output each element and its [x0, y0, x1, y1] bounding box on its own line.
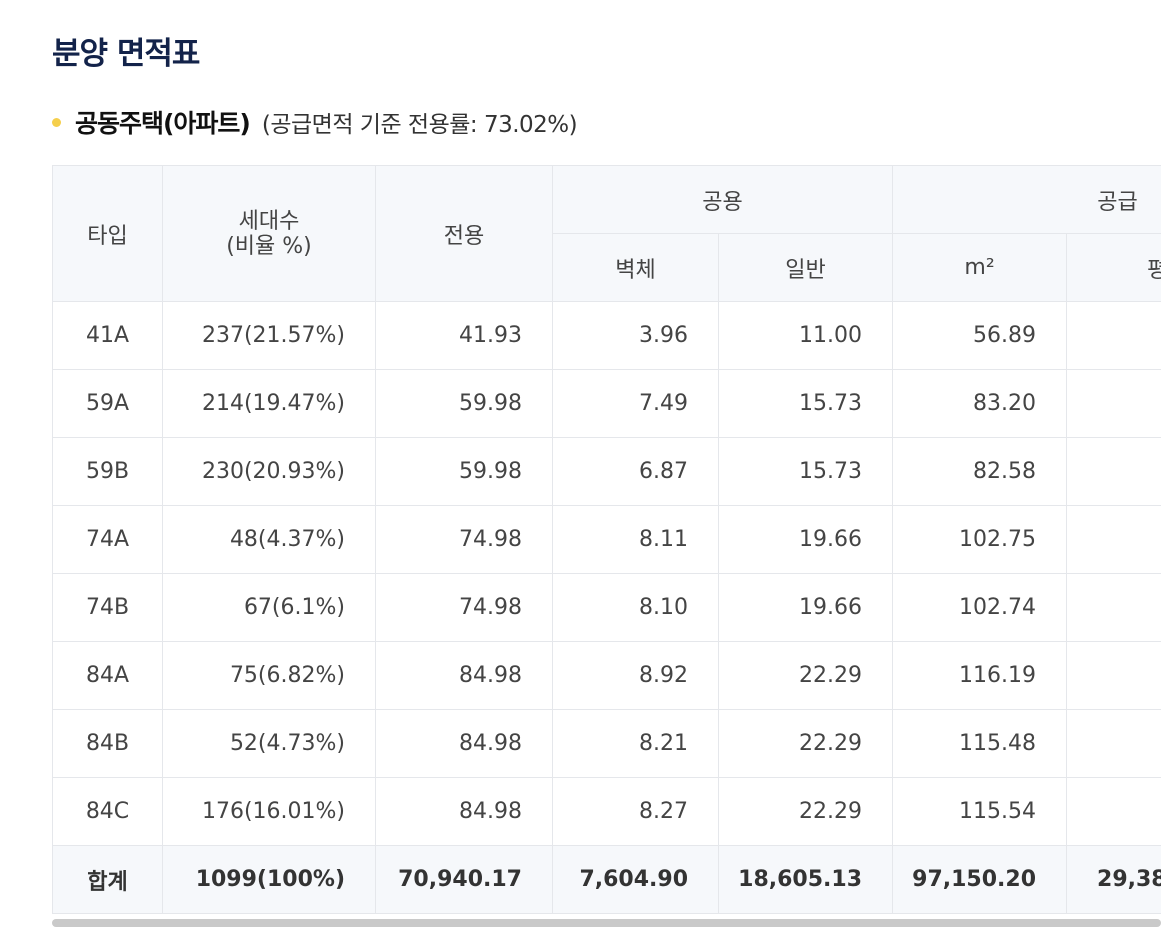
cell-supply-m2: 82.58	[892, 437, 1068, 506]
cell-households: 237(21.57%)	[162, 301, 376, 370]
header-common: 공용	[551, 165, 894, 234]
table-row: 84A 75(6.82%) 84.98 8.92 22.29 116.19	[52, 641, 1161, 710]
cell-supply-pyeong	[1066, 641, 1161, 710]
bullet-dot-icon	[52, 117, 61, 127]
area-table-container[interactable]: 타입 세대수 (비율 %) 전용 공용 공급 벽체 일반 m² 평	[52, 165, 1161, 927]
table-total-row: 합계 1099(100%) 70,940.17 7,604.90 18,605.…	[52, 845, 1161, 914]
cell-wall: 7.49	[552, 369, 719, 438]
cell-general: 22.29	[717, 777, 894, 846]
cell-general: 15.73	[717, 369, 894, 438]
header-exclusive: 전용	[375, 165, 553, 302]
section-subtitle: 공동주택(아파트) (공급면적 기준 전용률: 73.02%)	[52, 104, 578, 140]
total-general: 18,605.13	[717, 845, 894, 914]
header-common-wall: 벽체	[552, 233, 719, 302]
cell-wall: 8.11	[552, 505, 719, 574]
cell-type: 59B	[52, 437, 163, 506]
table-row: 84C 176(16.01%) 84.98 8.27 22.29 115.54	[52, 777, 1161, 846]
table-row: 74B 67(6.1%) 74.98 8.10 19.66 102.74	[52, 573, 1161, 642]
cell-general: 19.66	[717, 573, 894, 642]
cell-exclusive: 84.98	[375, 709, 553, 778]
cell-households: 48(4.37%)	[162, 505, 376, 574]
table-row: 59B 230(20.93%) 59.98 6.87 15.73 82.58	[52, 437, 1161, 506]
cell-households: 214(19.47%)	[162, 369, 376, 438]
area-table: 타입 세대수 (비율 %) 전용 공용 공급 벽체 일반 m² 평	[52, 165, 1161, 914]
cell-households: 176(16.01%)	[162, 777, 376, 846]
header-supply-pyeong: 평	[1066, 233, 1161, 302]
cell-wall: 8.27	[552, 777, 719, 846]
total-exclusive: 70,940.17	[375, 845, 553, 914]
cell-supply-pyeong	[1066, 709, 1161, 778]
cell-exclusive: 74.98	[375, 573, 553, 642]
cell-wall: 8.21	[552, 709, 719, 778]
cell-households: 52(4.73%)	[162, 709, 376, 778]
cell-wall: 8.92	[552, 641, 719, 710]
cell-supply-m2: 102.74	[892, 573, 1068, 642]
header-households: 세대수 (비율 %)	[162, 165, 376, 302]
cell-wall: 8.10	[552, 573, 719, 642]
cell-exclusive: 59.98	[375, 437, 553, 506]
cell-exclusive: 41.93	[375, 301, 553, 370]
cell-general: 22.29	[717, 709, 894, 778]
cell-supply-m2: 116.19	[892, 641, 1068, 710]
cell-households: 230(20.93%)	[162, 437, 376, 506]
section-title: 공동주택(아파트)	[75, 109, 251, 138]
header-households-line1: 세대수	[238, 208, 300, 234]
cell-type: 59A	[52, 369, 163, 438]
header-type: 타입	[52, 165, 163, 302]
header-households-line2: (비율 %)	[226, 233, 312, 259]
table-row: 59A 214(19.47%) 59.98 7.49 15.73 83.20	[52, 369, 1161, 438]
cell-type: 84A	[52, 641, 163, 710]
cell-supply-m2: 56.89	[892, 301, 1068, 370]
cell-supply-m2: 115.48	[892, 709, 1068, 778]
cell-supply-pyeong	[1066, 777, 1161, 846]
total-households: 1099(100%)	[162, 845, 376, 914]
cell-exclusive: 84.98	[375, 777, 553, 846]
cell-wall: 3.96	[552, 301, 719, 370]
cell-supply-pyeong	[1066, 505, 1161, 574]
cell-general: 22.29	[717, 641, 894, 710]
header-supply: 공급	[892, 165, 1161, 234]
cell-supply-pyeong	[1066, 437, 1161, 506]
cell-supply-m2: 115.54	[892, 777, 1068, 846]
total-type: 합계	[52, 845, 163, 914]
cell-supply-pyeong	[1066, 369, 1161, 438]
cell-type: 74B	[52, 573, 163, 642]
total-wall: 7,604.90	[552, 845, 719, 914]
cell-exclusive: 84.98	[375, 641, 553, 710]
cell-supply-m2: 83.20	[892, 369, 1068, 438]
table-row: 84B 52(4.73%) 84.98 8.21 22.29 115.48	[52, 709, 1161, 778]
header-common-general: 일반	[717, 233, 894, 302]
cell-exclusive: 74.98	[375, 505, 553, 574]
cell-supply-pyeong	[1066, 573, 1161, 642]
section-note: (공급면적 기준 전용률: 73.02%)	[261, 112, 578, 138]
cell-general: 15.73	[717, 437, 894, 506]
table-row: 74A 48(4.37%) 74.98 8.11 19.66 102.75	[52, 505, 1161, 574]
cell-type: 74A	[52, 505, 163, 574]
cell-wall: 6.87	[552, 437, 719, 506]
table-row: 41A 237(21.57%) 41.93 3.96 11.00 56.89	[52, 301, 1161, 370]
cell-type: 41A	[52, 301, 163, 370]
cell-general: 19.66	[717, 505, 894, 574]
cell-exclusive: 59.98	[375, 369, 553, 438]
horizontal-scrollbar[interactable]	[52, 919, 1161, 927]
total-supply-m2: 97,150.20	[892, 845, 1068, 914]
cell-general: 11.00	[717, 301, 894, 370]
cell-type: 84C	[52, 777, 163, 846]
page-title: 분양 면적표	[52, 36, 200, 72]
cell-supply-pyeong	[1066, 301, 1161, 370]
cell-households: 75(6.82%)	[162, 641, 376, 710]
cell-supply-m2: 102.75	[892, 505, 1068, 574]
cell-type: 84B	[52, 709, 163, 778]
total-supply-pyeong: 29,38	[1066, 845, 1161, 914]
cell-households: 67(6.1%)	[162, 573, 376, 642]
header-supply-m2: m²	[892, 233, 1068, 302]
